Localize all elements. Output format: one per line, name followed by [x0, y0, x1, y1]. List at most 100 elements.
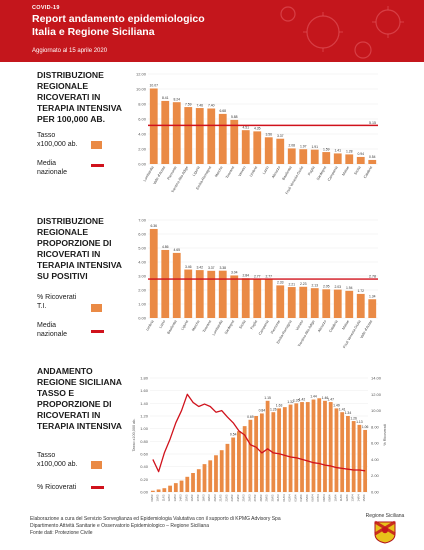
section3-legend-bar-swatch: [91, 461, 102, 469]
c2-category-label: Lazio: [158, 320, 166, 329]
c2-bar: [310, 288, 319, 318]
section3-title-line: ANDAMENTO: [37, 366, 93, 376]
c1-ytick-label: 10.00: [136, 87, 147, 92]
c3-bar: [219, 450, 224, 492]
c1-value-label: 6.68: [219, 109, 226, 113]
c1-value-label: 8.41: [162, 96, 169, 100]
c2-value-label: 2.13: [311, 283, 318, 287]
c3-ytick-left-label: 1.60: [140, 388, 149, 393]
section1-title-line: PER 100,000 AB.: [37, 114, 105, 124]
c1-bar: [276, 138, 285, 164]
c1-bar: [230, 119, 239, 164]
c2-value-label: 2.84: [242, 273, 249, 277]
c3-date-label: 10/04: [333, 494, 337, 501]
c1-value-label: 3.37: [277, 134, 284, 138]
c3-date-label: 31/03: [276, 494, 280, 501]
section3-title-line: REGIONE SICILIANA: [37, 377, 122, 387]
c2-bar: [172, 252, 181, 318]
c1-category-label: Veneto: [238, 166, 247, 178]
c1-ytick-label: 12.00: [136, 72, 147, 77]
c3-bar: [173, 483, 178, 492]
section3-title-line: TERAPIA INTENSIVA: [37, 421, 122, 431]
report-header: COVID-19 Report andamento epidemiologico…: [0, 0, 424, 62]
c1-ytick-label: 0.00: [138, 162, 147, 167]
section2-legend-bar-swatch: [91, 304, 102, 312]
c1-bar: [184, 107, 193, 164]
c3-value-label: 0.69: [247, 415, 254, 419]
c3-bar: [225, 443, 230, 492]
section1-title-line: TERAPIA INTENSIVA: [37, 103, 122, 113]
c3-bar: [185, 476, 190, 492]
c3-date-label: 28/03: [259, 494, 263, 501]
c3-ytick-left-label: 0.40: [140, 464, 149, 469]
c3-bar: [340, 412, 345, 492]
section1-title: DISTRIBUZIONE REGIONALE RICOVERATI IN TE…: [37, 70, 137, 125]
c1-average-label: 5.15: [369, 121, 376, 125]
c3-date-label: 24/03: [236, 494, 240, 501]
c2-value-label: 2.03: [334, 285, 341, 289]
c2-value-label: 4.65: [173, 248, 180, 252]
c3-value-label: 1.49: [333, 404, 340, 408]
c3-right-axis-label: % Ricoverati: [383, 424, 387, 445]
c3-date-label: 23/03: [230, 494, 234, 501]
section2-legend-line-swatch: [91, 330, 104, 333]
c2-bar: [195, 270, 204, 318]
c3-ytick-right-label: 14.00: [371, 376, 382, 381]
c3-bar: [214, 455, 218, 492]
c3-bar: [277, 408, 281, 492]
c1-value-label: 7.40: [208, 104, 215, 108]
c3-ytick-right-label: 10.00: [371, 408, 382, 413]
c2-value-label: 3.04: [231, 271, 238, 275]
c1-category-label: Marche: [214, 165, 223, 177]
c2-value-label: 2.21: [288, 282, 295, 286]
c2-value-label: 6.36: [150, 224, 157, 228]
c2-bar: [207, 270, 216, 318]
legend-text: nazionale: [37, 168, 67, 176]
c3-date-label: 19/03: [207, 494, 211, 501]
c1-category-label: Campania: [327, 166, 339, 182]
c3-value-label: 1.15: [264, 396, 271, 400]
c3-bar: [231, 437, 236, 492]
c3-value-label: 1.41: [339, 407, 346, 411]
c3-date-label: 16/03: [190, 494, 194, 501]
c1-category-label: Piemonte: [167, 166, 178, 181]
c1-bar: [161, 100, 170, 164]
c1-value-label: 1.28: [346, 150, 353, 154]
c2-category-label: Lombardia: [212, 320, 224, 337]
section3-legend-line-swatch: [91, 486, 104, 489]
section2-title-line: REGIONALE: [37, 227, 89, 237]
c2-bar: [345, 290, 354, 318]
legend-text: x100,000 ab.: [37, 460, 78, 468]
c1-category-label: Basilicata: [281, 166, 292, 181]
c1-bar: [345, 154, 354, 164]
c2-category-label: Veneto: [295, 320, 304, 332]
c3-bar: [317, 398, 322, 492]
c3-date-label: 02/04: [288, 494, 292, 501]
c2-ytick-label: 0.00: [138, 316, 147, 321]
c3-ytick-left-label: 0.00: [140, 490, 149, 495]
c1-bar: [241, 130, 250, 164]
c1-value-label: 0.94: [357, 152, 364, 156]
c3-ytick-left-label: 1.40: [140, 401, 149, 406]
c3-bar: [179, 480, 184, 492]
c1-category-label: Abruzzo: [271, 166, 281, 179]
c3-value-label: 0.84: [259, 409, 266, 413]
c1-value-label: 8.24: [173, 97, 180, 101]
c2-value-label: 3.46: [185, 265, 192, 269]
section1-title-line: DISTRIBUZIONE: [37, 70, 104, 80]
c2-bar: [253, 279, 262, 318]
c3-date-label: 11/04: [339, 494, 343, 501]
c2-value-label: 3.42: [196, 265, 203, 269]
c1-category-label: Puglia: [307, 166, 315, 177]
legend-text: Tasso: [37, 452, 56, 459]
c2-category-label: Basilicata: [166, 320, 177, 335]
c3-date-label: 13/03: [173, 494, 177, 501]
c1-category-label: Valle d'Aosta: [152, 166, 166, 186]
section1-legend-bar-label: Tasso x100,000 ab.: [37, 132, 77, 149]
section3-legend-bar-label: Tasso x100,000 ab.: [37, 452, 77, 469]
c1-value-label: 1.91: [311, 145, 318, 149]
region-label: Regione Siciliana: [365, 513, 405, 519]
covid-label: COVID-19: [32, 5, 60, 11]
c3-date-label: 09/04: [328, 494, 332, 501]
section2-title-line: RICOVERATI IN: [37, 249, 101, 259]
